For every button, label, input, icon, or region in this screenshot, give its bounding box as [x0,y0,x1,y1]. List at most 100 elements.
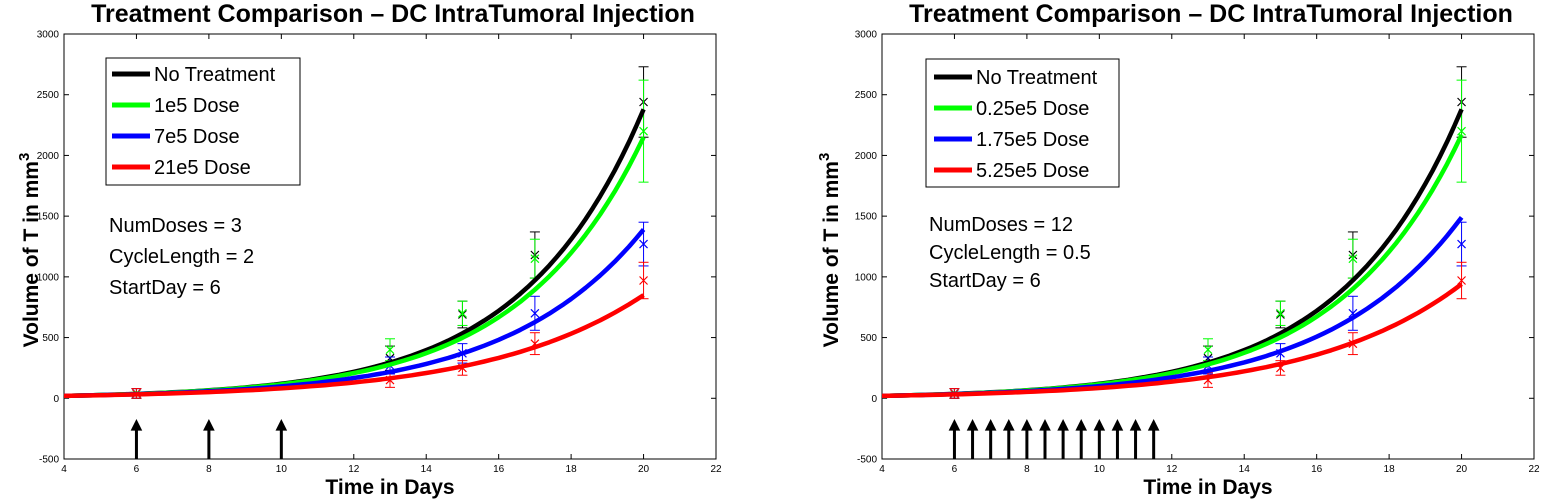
x-tick-label: 22 [710,464,722,475]
y-axis-label-text: Volume of T in mm [820,161,843,347]
y-axis-label: Volume of T in mm3 [816,153,843,348]
dose-arrow-head [1093,419,1106,431]
dose-arrow-head [1111,419,1124,431]
dose-arrow-head [1147,419,1160,431]
param-start-day: StartDay = 6 [109,277,221,299]
x-tick-label: 18 [1384,464,1396,475]
y-tick-label: 2000 [855,151,878,162]
y-tick-label: 2000 [37,151,60,162]
y-axis-label-superscript: 3 [16,153,33,161]
x-tick-label: 16 [1311,464,1323,475]
param-cycle-length: CycleLength = 2 [109,246,254,268]
x-tick-label: 22 [1528,464,1540,475]
chart-title: Treatment Comparison – DC IntraTumoral I… [909,0,1513,28]
legend-label: No Treatment [976,67,1098,89]
y-tick-label: 500 [42,333,59,344]
dose-arrow-head [130,419,143,431]
legend-label: 5.25e5 Dose [976,160,1089,182]
data-point-marker [385,345,395,355]
y-tick-label: -500 [857,455,877,466]
plot-frame [881,33,1535,460]
series-line-21e5-dose [63,293,645,399]
data-point-marker [1457,276,1466,285]
param-start-day: StartDay = 6 [929,270,1041,292]
chart-title: Treatment Comparison – DC IntraTumoral I… [91,0,695,28]
dose-arrow-head [1075,419,1088,431]
x-tick-label: 8 [206,464,212,475]
data-point-marker [1457,239,1466,249]
legend: No Treatment 1e5 Dose 7e5 Dose 21e5 Dose [105,57,301,186]
legend-box [105,57,301,186]
legend-label: 21e5 Dose [154,157,251,179]
legend-item: 21e5 Dose [112,157,251,179]
y-tick-label: 1500 [37,212,60,223]
legend-item: 1.75e5 Dose [934,129,1089,151]
data-point-marker [530,254,540,264]
x-tick-label: 14 [421,464,433,475]
y-tick-label: 1500 [855,212,878,223]
x-tick-label: 4 [879,464,885,475]
y-tick-label: 2500 [37,90,60,101]
data-point-marker [1276,308,1285,318]
series-line-5-25e5-dose [881,282,1463,399]
y-tick-label: 0 [871,394,877,405]
y-tick-label: 1000 [855,272,878,283]
y-tick-label: 2500 [855,90,878,101]
data-point-marker [1457,126,1466,136]
dose-arrow-head [984,419,997,431]
x-tick-label: 6 [134,464,140,475]
dose-arrow-head [1039,419,1051,431]
legend-item: 1e5 Dose [112,95,240,117]
parameter-text: NumDoses = 12 CycleLength = 0.5 StartDay… [929,214,1091,292]
legend-label: 1.75e5 Dose [976,129,1089,151]
plot-area: 4 6 8 10 12 14 16 18 20 22 -500 0 500 1000 1500 2000 250… [37,30,722,476]
parameter-text: NumDoses = 3 CycleLength = 2 StartDay = … [109,215,254,299]
legend-item: No Treatment [934,67,1098,89]
plot-area: 4 6 8 10 12 14 16 18 20 22 -500 0 500 1000 1500 2000 250… [855,30,1540,476]
x-tick-label: 12 [348,464,360,475]
y-tick-label: 0 [53,394,59,405]
dose-arrow-head [1002,419,1015,431]
x-tick-label: 16 [493,464,505,475]
x-tick-label: 4 [61,464,67,475]
legend-item: 0.25e5 Dose [934,98,1089,120]
legend-item: 7e5 Dose [112,126,240,148]
x-tick-label: 8 [1024,464,1030,475]
legend-label: 7e5 Dose [154,126,240,148]
param-num-doses: NumDoses = 3 [109,215,242,237]
y-tick-label: 3000 [855,30,878,41]
dose-arrow-head [203,419,215,431]
legend-label: 0.25e5 Dose [976,98,1089,120]
x-tick-label: 20 [1456,464,1468,475]
y-axis-label-superscript: 3 [816,153,833,161]
dose-arrow-head [275,419,288,431]
x-tick-label: 12 [1166,464,1178,475]
x-tick-label: 6 [952,464,958,475]
x-tick-label: 10 [276,464,288,475]
x-tick-label: 20 [638,464,650,475]
chart-panel-left: Treatment Comparison – DC IntraTumoral I… [16,0,722,499]
chart-panel-right: Treatment Comparison – DC IntraTumoral I… [774,0,1548,499]
param-num-doses: NumDoses = 12 [929,214,1073,236]
chart-left: Treatment Comparison – DC IntraTumoral I… [16,0,722,499]
y-axis-label: Volume of T in mm3 [16,153,43,348]
dose-arrow-head [1057,419,1069,431]
legend-item: No Treatment [112,64,276,86]
dose-arrow-head [966,419,979,431]
data-point-marker [1348,254,1358,264]
data-point-marker [639,239,648,249]
x-tick-label: 14 [1239,464,1251,475]
legend-box [925,58,1120,188]
data-point-marker [639,276,648,285]
data-point-marker [530,308,540,318]
legend-label: 1e5 Dose [154,95,240,117]
legend: No Treatment 0.25e5 Dose 1.75e5 Dose 5.2… [925,58,1120,188]
data-point-marker [458,308,467,318]
chart-right: Treatment Comparison – DC IntraTumoral I… [816,0,1540,499]
dose-arrow-head [948,419,961,431]
y-tick-label: 500 [860,333,877,344]
legend-item: 5.25e5 Dose [934,160,1089,182]
x-tick-label: 18 [566,464,578,475]
x-axis-label: Time in Days [1143,476,1272,499]
dose-arrow-head [1021,419,1033,431]
